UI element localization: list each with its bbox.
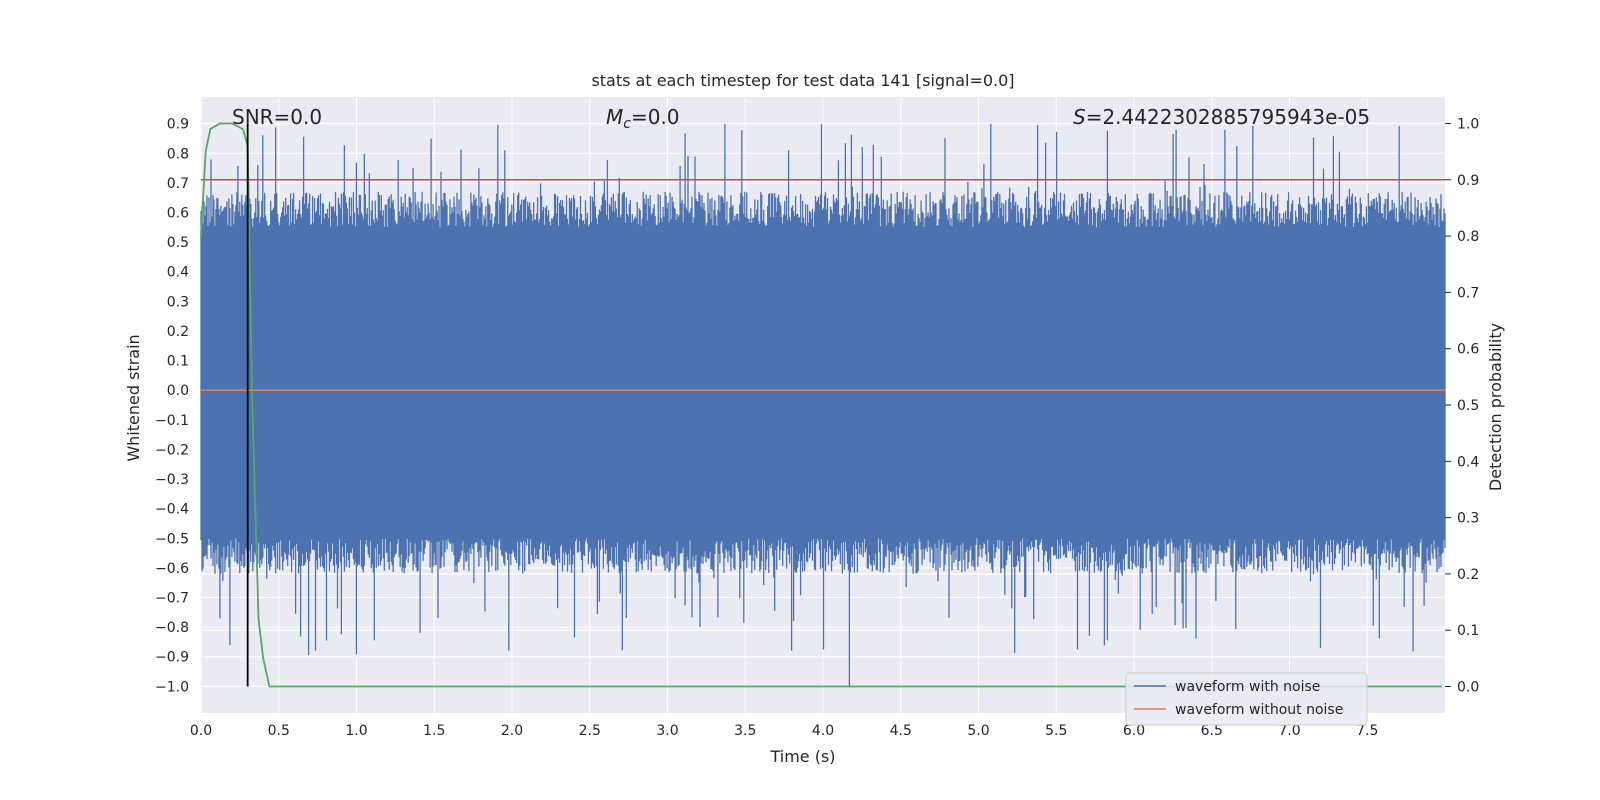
y2-tick-label: 0.0 <box>1457 680 1479 696</box>
y2-tick-label: 0.4 <box>1457 454 1479 470</box>
x-tick-label: 5.5 <box>1045 723 1067 739</box>
y-tick-label: −0.8 <box>155 620 189 636</box>
legend-box <box>1125 672 1368 726</box>
chirp-mass-symbol: M <box>606 105 623 129</box>
y-tick-label: −0.2 <box>155 442 189 458</box>
snr-annotation: SNR=0.0 <box>232 105 322 129</box>
y-tick-label: 0.9 <box>167 117 189 133</box>
y2-tick-label: 0.8 <box>1457 229 1479 245</box>
y-tick-label: 0.1 <box>167 354 189 370</box>
x-tick-label: 7.5 <box>1356 723 1378 739</box>
y2-tick-label: 0.1 <box>1457 623 1479 639</box>
y-tick-label: −0.6 <box>155 561 189 577</box>
x-tick-label: 3.5 <box>734 723 756 739</box>
y2-tick-label: 0.3 <box>1457 511 1479 527</box>
y-tick-label: 0.2 <box>167 324 189 340</box>
y-tick-label: 0.5 <box>167 235 189 251</box>
x-tick-label: 2.0 <box>501 723 523 739</box>
y-tick-label: 0.4 <box>167 265 189 281</box>
x-tick-label: 2.5 <box>579 723 601 739</box>
y2-tick-label: 0.7 <box>1457 285 1479 301</box>
x-tick-label: 4.0 <box>812 723 834 739</box>
waveform-with-noise-line <box>200 123 1446 687</box>
y2-tick-label: 0.6 <box>1457 342 1479 358</box>
chirp-mass-subscript: c <box>623 116 631 132</box>
y-tick-label: 0.0 <box>167 383 189 399</box>
x-tick-label: 6.0 <box>1123 723 1145 739</box>
x-tick-label: 1.5 <box>423 723 445 739</box>
x-tick-label: 5.0 <box>967 723 989 739</box>
y-tick-label: −1.0 <box>155 679 189 695</box>
y-tick-label: 0.6 <box>167 206 189 222</box>
y2-axis-ticks: 1.0 0.9 0.8 0.7 0.6 0.5 0.4 0.3 0.2 0.1 0.0 <box>1445 116 1479 696</box>
x-axis-label: Time (s) <box>769 747 835 766</box>
legend: waveform with noise waveform without noi… <box>1125 672 1368 726</box>
chirp-mass-annotation: Mc=0.0 <box>606 105 680 132</box>
chart-title: stats at each timestep for test data 141… <box>591 71 1014 90</box>
y2-tick-label: 0.2 <box>1457 567 1479 583</box>
y-tick-label: −0.9 <box>155 650 189 666</box>
y-tick-label: 0.8 <box>167 146 189 162</box>
y-tick-label: −0.3 <box>155 472 189 488</box>
y-tick-label: −0.7 <box>155 591 189 607</box>
y-tick-label: 0.7 <box>167 176 189 192</box>
chirp-mass-value: =0.0 <box>631 105 680 129</box>
y-tick-label: −0.5 <box>155 531 189 547</box>
y2-axis-label: Detection probability <box>1486 323 1505 491</box>
x-tick-label: 4.5 <box>890 723 912 739</box>
y-tick-label: −0.1 <box>155 413 189 429</box>
x-tick-label: 0.5 <box>268 723 290 739</box>
x-tick-label: 7.0 <box>1278 723 1300 739</box>
x-axis-ticks: 0.0 0.5 1.0 1.5 2.0 2.5 3.0 3.5 4.0 4.5 5.0 5.5 6.0 6… <box>190 723 1379 739</box>
x-tick-label: 6.5 <box>1201 723 1223 739</box>
y2-tick-label: 0.5 <box>1457 398 1479 414</box>
x-tick-label: 3.0 <box>656 723 678 739</box>
y-tick-label: −0.4 <box>155 502 189 518</box>
x-tick-label: 1.0 <box>345 723 367 739</box>
s-symbol: S <box>1073 105 1086 129</box>
x-tick-label: 0.0 <box>190 723 212 739</box>
y2-tick-label: 1.0 <box>1457 116 1479 132</box>
y-axis-ticks: 0.9 0.8 0.7 0.6 0.5 0.4 0.3 0.2 0.1 0.0 −0.1 −0.2 −0… <box>155 117 189 696</box>
y-tick-label: 0.3 <box>167 294 189 310</box>
s-value: =2.4422302885795943e-05 <box>1086 105 1370 129</box>
y2-tick-label: 0.9 <box>1457 173 1479 189</box>
series-waveform-with-noise <box>200 123 1446 687</box>
s-annotation: S=2.4422302885795943e-05 <box>1073 105 1370 129</box>
y-axis-label: Whitened strain <box>124 334 143 461</box>
legend-label-waveform-without-noise: waveform without noise <box>1175 702 1343 718</box>
legend-label-waveform-with-noise: waveform with noise <box>1175 679 1320 695</box>
